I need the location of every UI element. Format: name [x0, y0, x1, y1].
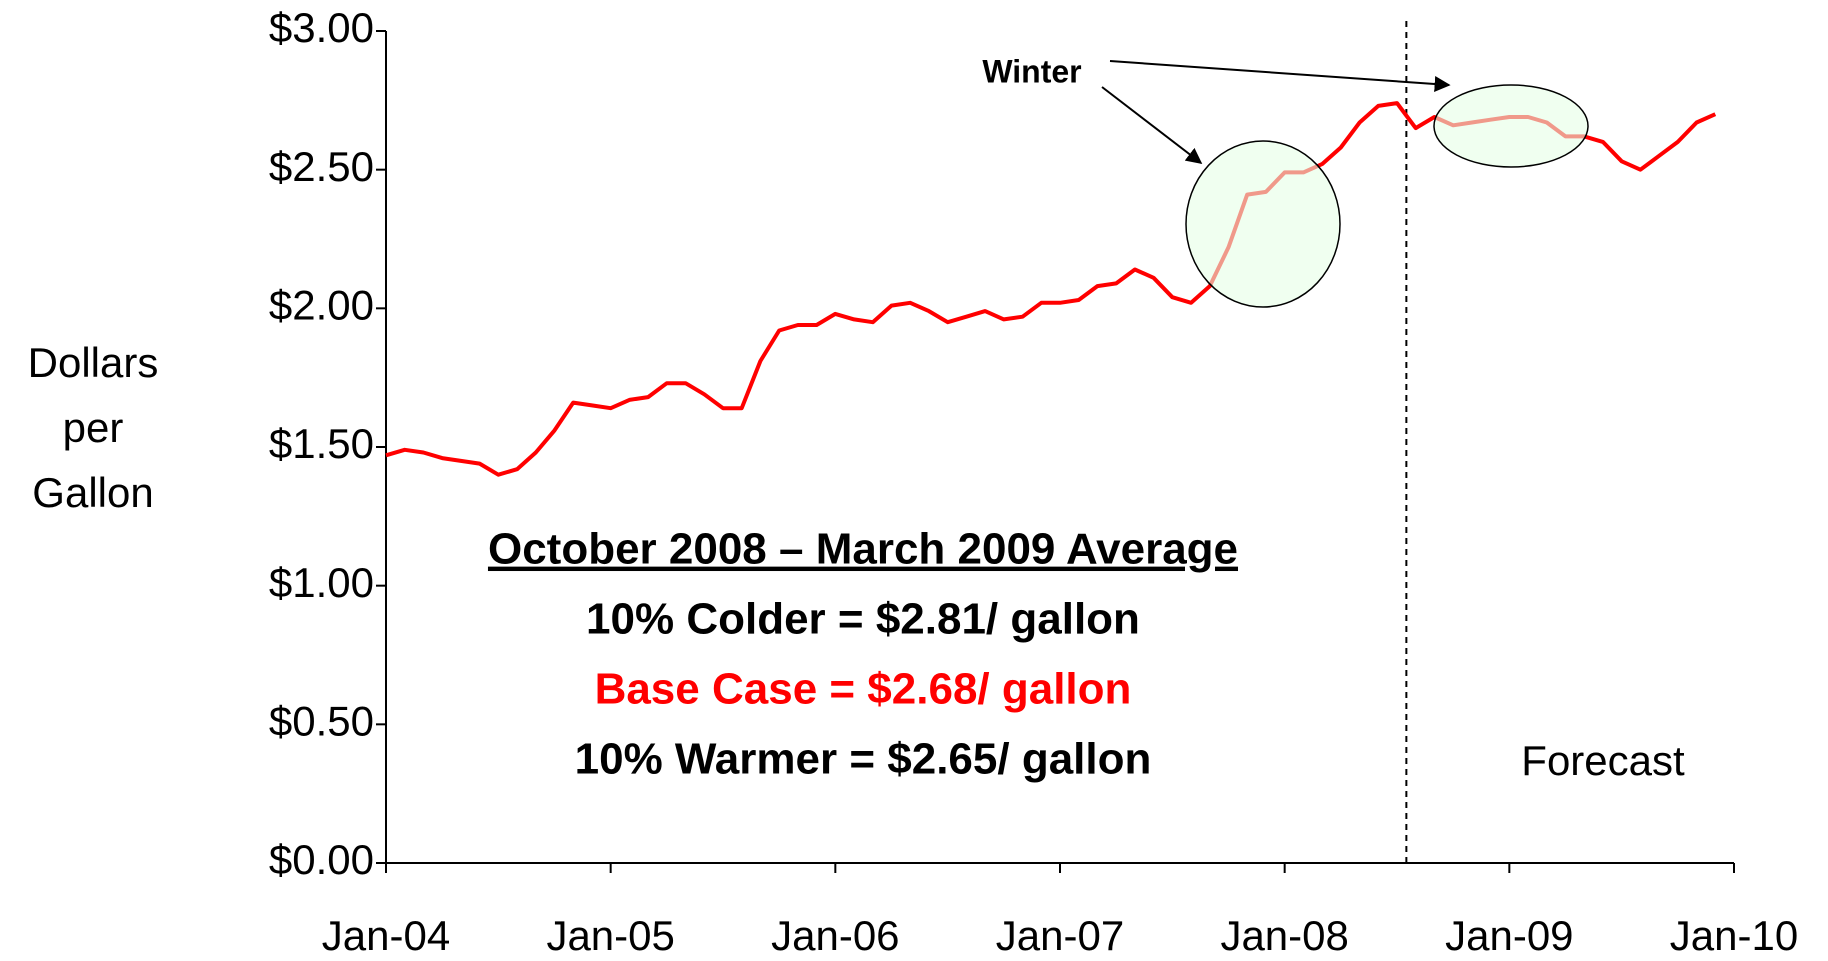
x-tick-label: Jan-06	[771, 912, 899, 959]
winter-label: Winter	[982, 53, 1081, 89]
forecast-label: Forecast	[1521, 737, 1685, 784]
box-title: October 2008 – March 2009 Average	[488, 525, 1238, 574]
colder-label: 10% Colder = $2.81/ gallon	[586, 595, 1140, 644]
warmer-label: 10% Warmer = $2.65/ gallon	[575, 735, 1152, 784]
y-tick-label: $1.50	[269, 420, 374, 467]
x-tick-label: Jan-08	[1220, 912, 1348, 959]
y-axis-title: Dollars per Gallon	[27, 339, 159, 516]
arrow	[1109, 60, 1451, 92]
y-tick-label: $2.00	[269, 281, 374, 328]
winter-highlight	[1185, 140, 1341, 308]
x-tick-label: Jan-07	[996, 912, 1124, 959]
y-tick-label: $0.50	[269, 697, 374, 744]
x-tick-label: Jan-05	[546, 912, 674, 959]
x-tick-label: Jan-04	[322, 912, 450, 959]
y-tick-label: $0.00	[269, 836, 374, 883]
x-tick-label: Jan-10	[1670, 912, 1798, 959]
winter-highlight	[1433, 84, 1589, 168]
y-tick-label: $1.00	[269, 559, 374, 606]
base-label: Base Case = $2.68/ gallon	[595, 665, 1132, 714]
arrow	[1101, 86, 1203, 164]
y-tick-label: $2.50	[269, 143, 374, 190]
y-tick-label: $3.00	[269, 4, 374, 51]
x-tick-label: Jan-09	[1445, 912, 1573, 959]
